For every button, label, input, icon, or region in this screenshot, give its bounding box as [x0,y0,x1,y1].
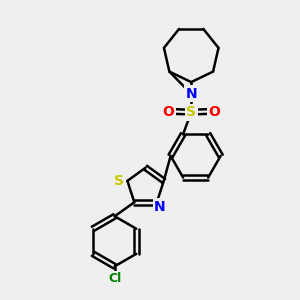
Text: S: S [186,105,196,119]
Text: N: N [154,200,166,214]
Text: Cl: Cl [108,272,121,285]
Text: N: N [185,87,197,101]
Text: O: O [163,104,175,118]
Text: S: S [114,174,124,188]
Text: O: O [208,104,220,118]
